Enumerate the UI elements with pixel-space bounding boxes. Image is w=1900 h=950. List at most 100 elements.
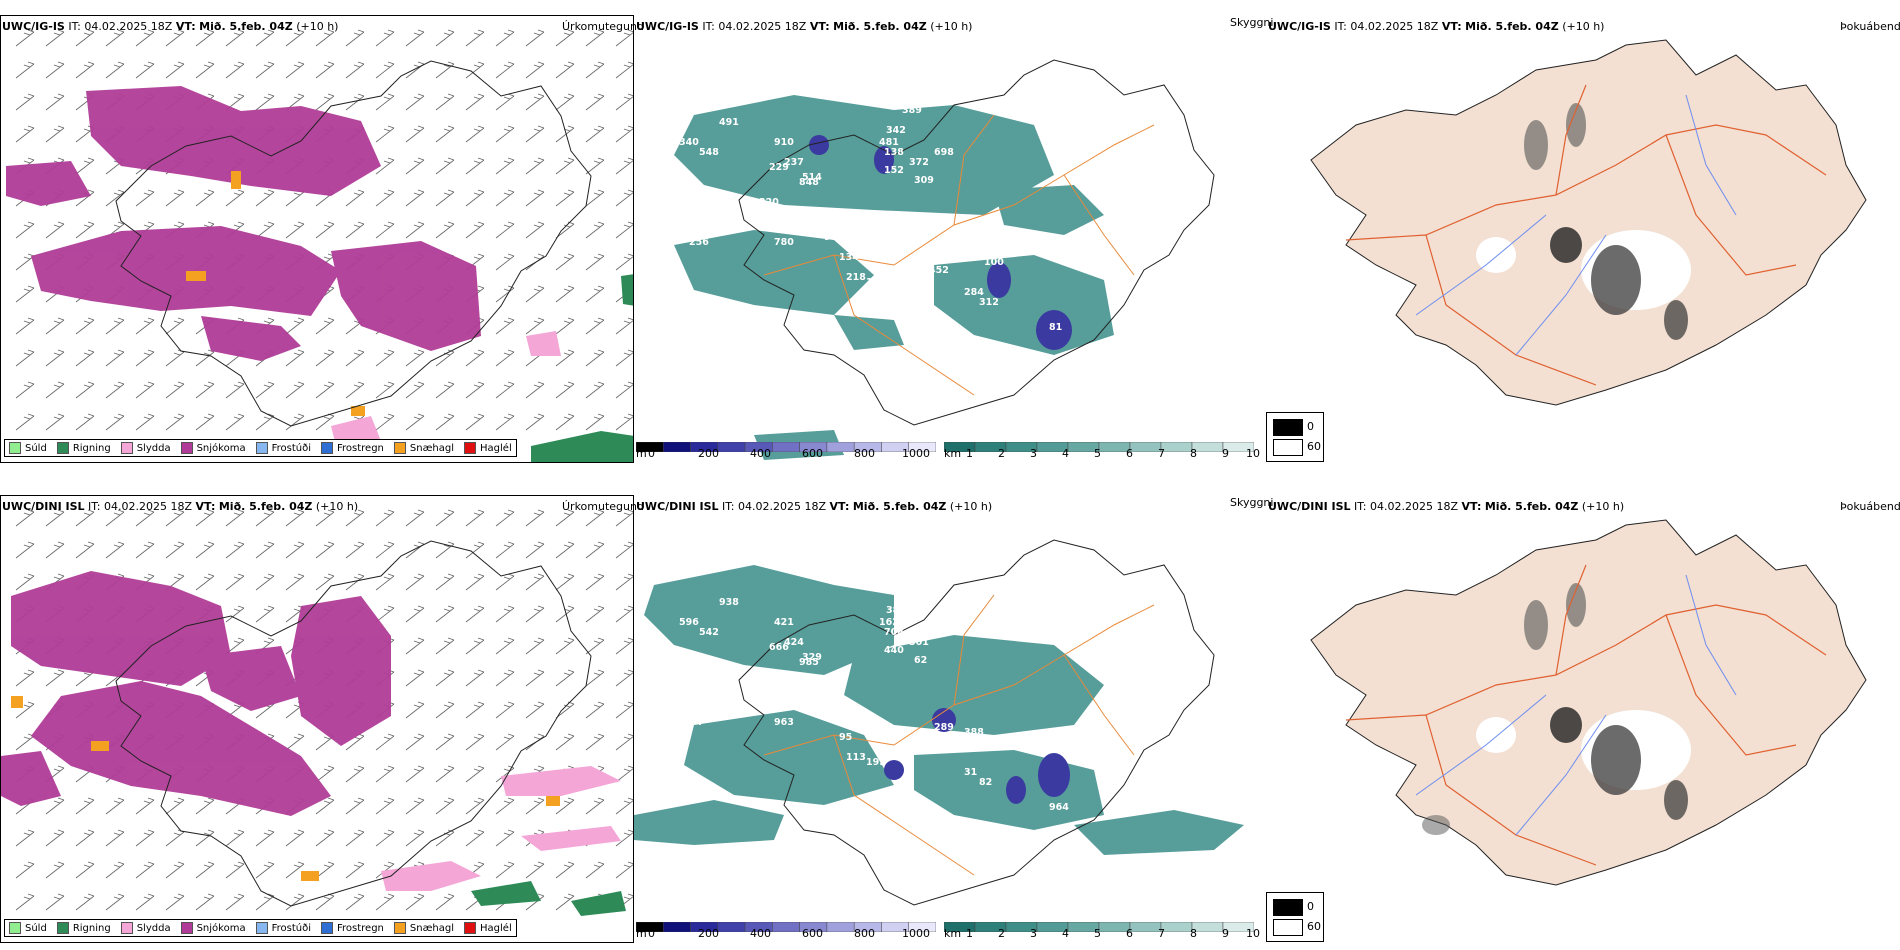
wind-barb [75,893,95,911]
wind-barb [375,29,395,47]
wind-barb [45,669,65,687]
visibility-value: 62 [914,655,927,666]
precip-map-canvas-2 [1,509,633,916]
wind-barb [525,541,545,559]
wind-barb [315,317,335,335]
wind-barb [345,573,365,591]
wind-barb [555,541,575,559]
wind-barb [375,381,395,399]
ceiling-tick: 800 [854,447,875,460]
legend-label: Snæhagl [409,442,455,454]
wind-barb [525,509,545,527]
wind-barb [585,317,605,335]
wind-barb [45,861,65,879]
legend-item-0: Súld [9,922,47,934]
wind-barb [465,701,485,719]
wind-barb [45,829,65,847]
wind-barb [495,349,515,367]
visibility-value: 120 [866,277,886,288]
wind-barb [315,93,335,111]
vis-tick: 9 [1222,927,1229,940]
visibility-value: 491 [719,117,739,128]
wind-barb [165,509,185,527]
wind-barb [225,829,245,847]
wind-barb [465,509,485,527]
wind-barb [45,381,65,399]
wind-barb [225,541,245,559]
fog-map-canvas [1310,39,1867,406]
iceland-coastline-vis [738,59,1215,426]
fog-legend-row1: 0 60 [1266,412,1324,462]
wind-barb [585,637,605,655]
wind-barb [195,573,215,591]
wind-barb [345,349,365,367]
visibility-value: 809 [684,182,704,193]
wind-barb [495,93,515,111]
ceiling-tick: 200 [698,447,719,460]
ceiling-colorbar-swatches [635,441,937,453]
vis-tick: 1 [966,927,973,940]
fog-legend-row2: 0 60 [1266,892,1324,942]
wind-barb [105,509,125,527]
wind-barb [105,381,125,399]
wind-barb [75,349,95,367]
wind-barb [375,893,395,911]
wind-barb [525,61,545,79]
wind-barb [585,285,605,303]
wind-barb [615,541,633,559]
wind-barb [405,765,425,783]
wind-barb [375,125,395,143]
wind-barb [525,125,545,143]
wind-barb [255,573,275,591]
legend-item-4: Frostúði [255,922,311,934]
wind-barb [435,413,455,431]
wind-barb [165,189,185,207]
road-network-fog-2 [1345,564,1827,866]
wind-barb [375,605,395,623]
legend-swatch [56,442,69,454]
vis-tick: 7 [1158,447,1165,460]
wind-barb [405,637,425,655]
wind-barb [525,701,545,719]
wind-barb [135,381,155,399]
wind-barb [225,413,245,431]
colorbar-swatch [826,921,855,933]
wind-barb [585,61,605,79]
wind-barb [345,221,365,239]
ceiling-colorbar-ticks-2: m 0 200 400 600 800 1000 [636,927,930,940]
wind-barb [525,93,545,111]
wind-barb [345,765,365,783]
wind-barb [465,349,485,367]
wind-barb [15,701,35,719]
road-network-fog [1345,84,1827,386]
visibility-value: 162 [879,617,899,628]
legend-item-7: Haglél [464,922,512,934]
visibility-value: 708 [884,627,904,638]
wind-barb [75,221,95,239]
legend-swatch [120,442,133,454]
wind-barb [45,893,65,911]
wind-barb [495,765,515,783]
visibility-value: 237 [784,157,804,168]
wind-barb [525,573,545,591]
wind-barb [15,61,35,79]
row2-header-visibility: UWC/DINI ISL IT: 04.02.2025 18Z VT: Mið.… [636,500,993,513]
wind-barb [285,413,305,431]
wind-barb [135,317,155,335]
wind-barb [285,381,305,399]
wind-barb [615,765,633,783]
row2-title-visibility: Skyggni [1230,496,1274,509]
wind-barb [75,829,95,847]
wind-barb [255,893,275,911]
wind-barb [75,509,95,527]
wind-barb [495,189,515,207]
vis-tick: 6 [1126,447,1133,460]
wind-barb [435,733,455,751]
vis-tick: 5 [1094,927,1101,940]
wind-barb [345,93,365,111]
vis-tick: 2 [998,447,1005,460]
wind-barb [285,829,305,847]
visibility-value: 542 [699,627,719,638]
visibility-value: 289 [934,722,954,733]
wind-barb [165,29,185,47]
